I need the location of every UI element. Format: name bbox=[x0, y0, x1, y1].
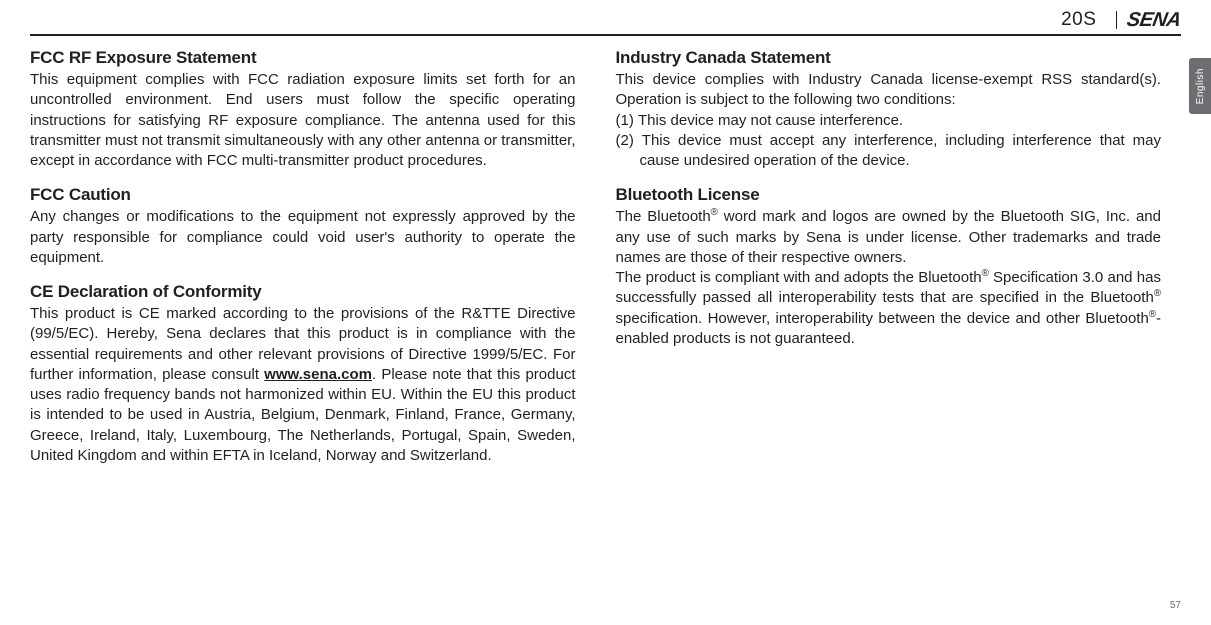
section-industry-canada: Industry Canada Statement This device co… bbox=[616, 48, 1162, 171]
link-sena[interactable]: www.sena.com bbox=[264, 366, 372, 383]
page: 20S SENA English FCC RF Exposure Stateme… bbox=[0, 0, 1211, 625]
model-label: 20S bbox=[1061, 9, 1096, 31]
body-text: This equipment complies with FCC radiati… bbox=[30, 70, 576, 171]
reg-mark: ® bbox=[711, 207, 718, 218]
section-fcc-rf: FCC RF Exposure Statement This equipment… bbox=[30, 48, 576, 171]
left-column: FCC RF Exposure Statement This equipment… bbox=[30, 48, 576, 480]
language-tab: English bbox=[1189, 58, 1211, 114]
heading: Bluetooth License bbox=[616, 185, 1162, 205]
brand-logo: SENA bbox=[1125, 9, 1183, 32]
section-bluetooth: Bluetooth License The Bluetooth® word ma… bbox=[616, 185, 1162, 349]
reg-mark: ® bbox=[1149, 309, 1156, 320]
reg-mark: ® bbox=[982, 268, 989, 279]
body-text: Any changes or modifications to the equi… bbox=[30, 207, 576, 268]
reg-mark: ® bbox=[1154, 288, 1161, 299]
language-label: English bbox=[1195, 68, 1206, 104]
right-column: Industry Canada Statement This device co… bbox=[616, 48, 1162, 480]
list-item: (1) This device may not cause interferen… bbox=[616, 111, 1162, 131]
list-item: (2) This device must accept any interfer… bbox=[616, 131, 1162, 172]
heading: CE Declaration of Conformity bbox=[30, 282, 576, 302]
page-number: 57 bbox=[1170, 600, 1181, 611]
top-bar: 20S SENA bbox=[30, 8, 1181, 36]
divider bbox=[1116, 11, 1117, 29]
heading: FCC RF Exposure Statement bbox=[30, 48, 576, 68]
content: FCC RF Exposure Statement This equipment… bbox=[30, 36, 1181, 480]
section-ce: CE Declaration of Conformity This produc… bbox=[30, 282, 576, 466]
body-text: The Bluetooth® word mark and logos are o… bbox=[616, 207, 1162, 268]
section-fcc-caution: FCC Caution Any changes or modifications… bbox=[30, 185, 576, 268]
body-text: This product is CE marked according to t… bbox=[30, 304, 576, 466]
body-text: The product is compliant with and adopts… bbox=[616, 268, 1162, 349]
body-text: This device complies with Industry Canad… bbox=[616, 70, 1162, 111]
heading: FCC Caution bbox=[30, 185, 576, 205]
heading: Industry Canada Statement bbox=[616, 48, 1162, 68]
